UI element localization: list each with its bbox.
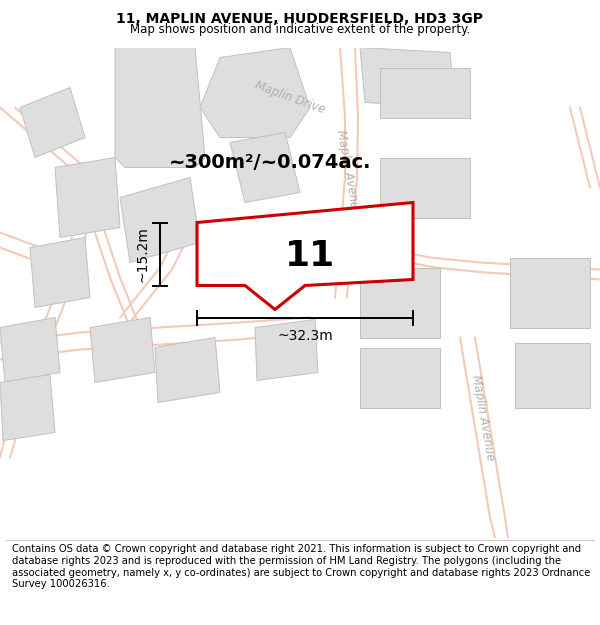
Text: Contains OS data © Crown copyright and database right 2021. This information is : Contains OS data © Crown copyright and d… xyxy=(12,544,590,589)
Polygon shape xyxy=(120,177,200,262)
Polygon shape xyxy=(360,348,440,408)
Polygon shape xyxy=(0,374,55,441)
Text: 11: 11 xyxy=(285,239,335,272)
Polygon shape xyxy=(155,338,220,402)
Polygon shape xyxy=(380,158,470,218)
Polygon shape xyxy=(230,132,300,202)
Text: Maplin Drive: Maplin Drive xyxy=(253,79,327,116)
Polygon shape xyxy=(510,258,590,328)
Text: Map shows position and indicative extent of the property.: Map shows position and indicative extent… xyxy=(130,22,470,36)
Text: Maplin Avenue: Maplin Avenue xyxy=(334,129,362,216)
Polygon shape xyxy=(255,319,318,381)
Polygon shape xyxy=(30,238,90,308)
Polygon shape xyxy=(360,48,455,108)
Text: Maplin Avenue: Maplin Avenue xyxy=(469,374,497,461)
Polygon shape xyxy=(55,158,120,238)
Polygon shape xyxy=(515,342,590,408)
Polygon shape xyxy=(200,48,310,138)
Polygon shape xyxy=(197,202,413,309)
Text: ~15.2m: ~15.2m xyxy=(136,226,150,282)
Polygon shape xyxy=(360,268,440,338)
Polygon shape xyxy=(0,318,60,382)
Polygon shape xyxy=(115,48,205,168)
Polygon shape xyxy=(20,88,85,158)
Text: ~32.3m: ~32.3m xyxy=(277,329,333,344)
Polygon shape xyxy=(380,68,470,118)
Text: 11, MAPLIN AVENUE, HUDDERSFIELD, HD3 3GP: 11, MAPLIN AVENUE, HUDDERSFIELD, HD3 3GP xyxy=(116,12,484,26)
Text: ~300m²/~0.074ac.: ~300m²/~0.074ac. xyxy=(169,153,371,172)
Polygon shape xyxy=(90,318,155,382)
